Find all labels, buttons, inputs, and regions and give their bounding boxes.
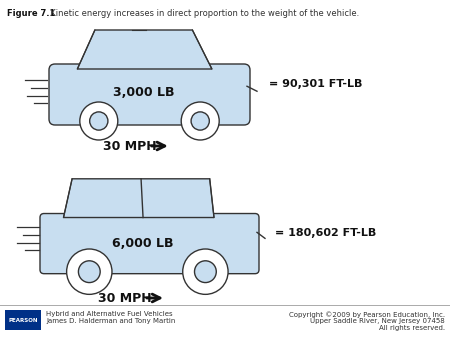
Circle shape bbox=[80, 102, 118, 140]
FancyArrowPatch shape bbox=[152, 142, 165, 150]
Text: 6,000 LB: 6,000 LB bbox=[112, 237, 174, 250]
Text: Kinetic energy increases in direct proportion to the weight of the vehicle.: Kinetic energy increases in direct propo… bbox=[45, 9, 359, 18]
Text: Hybrid and Alternative Fuel Vehicles: Hybrid and Alternative Fuel Vehicles bbox=[46, 311, 173, 317]
Circle shape bbox=[181, 102, 219, 140]
Polygon shape bbox=[77, 30, 212, 69]
Text: PEARSON: PEARSON bbox=[8, 317, 38, 322]
Circle shape bbox=[67, 249, 112, 294]
Text: 30 MPH: 30 MPH bbox=[98, 291, 152, 305]
Circle shape bbox=[78, 261, 100, 283]
FancyBboxPatch shape bbox=[5, 310, 41, 330]
Text: Copyright ©2009 by Pearson Education, Inc.: Copyright ©2009 by Pearson Education, In… bbox=[289, 311, 445, 318]
Text: All rights reserved.: All rights reserved. bbox=[379, 325, 445, 331]
Text: 3,000 LB: 3,000 LB bbox=[113, 86, 175, 98]
FancyArrowPatch shape bbox=[147, 294, 160, 302]
Text: James D. Halderman and Tony Martin: James D. Halderman and Tony Martin bbox=[46, 318, 176, 324]
Text: = 180,602 FT-LB: = 180,602 FT-LB bbox=[275, 228, 376, 238]
Text: Upper Saddle River, New Jersey 07458: Upper Saddle River, New Jersey 07458 bbox=[310, 318, 445, 324]
Text: = 90,301 FT-LB: = 90,301 FT-LB bbox=[269, 79, 362, 89]
Text: 30 MPH: 30 MPH bbox=[103, 140, 156, 152]
Circle shape bbox=[183, 249, 228, 294]
Circle shape bbox=[90, 112, 108, 130]
Circle shape bbox=[194, 261, 216, 283]
FancyBboxPatch shape bbox=[40, 214, 259, 274]
Circle shape bbox=[191, 112, 209, 130]
FancyBboxPatch shape bbox=[49, 64, 250, 125]
Polygon shape bbox=[63, 179, 214, 218]
Text: Figure 7.1: Figure 7.1 bbox=[7, 9, 55, 18]
